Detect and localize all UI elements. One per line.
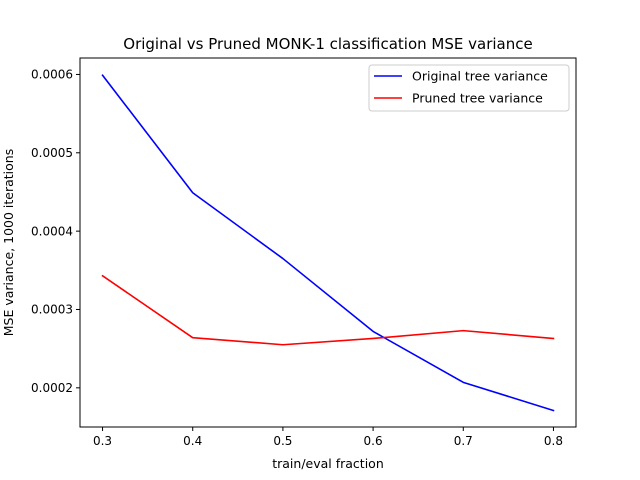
series-line-pruned (101, 274, 555, 346)
y-tick-label: 0.0006 (31, 68, 73, 82)
legend-label-pruned: Pruned tree variance (412, 91, 543, 106)
y-tick-label: 0.0003 (31, 303, 73, 317)
legend-box (368, 64, 570, 112)
x-tick-label: 0.4 (183, 434, 202, 448)
x-tick-label: 0.3 (93, 434, 112, 448)
y-tick-label: 0.0002 (31, 381, 73, 395)
plot-area (79, 57, 577, 428)
legend: Original tree variance Pruned tree varia… (368, 64, 570, 112)
x-tick-label: 0.6 (364, 434, 383, 448)
plot-frame (79, 57, 577, 428)
x-tick-label: 0.8 (544, 434, 563, 448)
series-line-original (101, 74, 555, 412)
x-tick-label: 0.7 (454, 434, 473, 448)
y-axis-label: MSE variance, 1000 iterations (1, 149, 16, 336)
y-tick-label: 0.0004 (31, 224, 73, 238)
series-lines (101, 74, 555, 412)
x-axis-label: train/eval fraction (272, 456, 384, 471)
y-axis-ticks: 0.0002 0.0003 0.0004 0.0005 0.0006 (31, 68, 80, 395)
x-axis-ticks: 0.3 0.4 0.5 0.6 0.7 0.8 (93, 427, 563, 448)
legend-label-original: Original tree variance (412, 69, 548, 84)
y-tick-label: 0.0005 (31, 146, 73, 160)
x-tick-label: 0.5 (273, 434, 292, 448)
chart-title: Original vs Pruned MONK-1 classification… (123, 35, 532, 53)
